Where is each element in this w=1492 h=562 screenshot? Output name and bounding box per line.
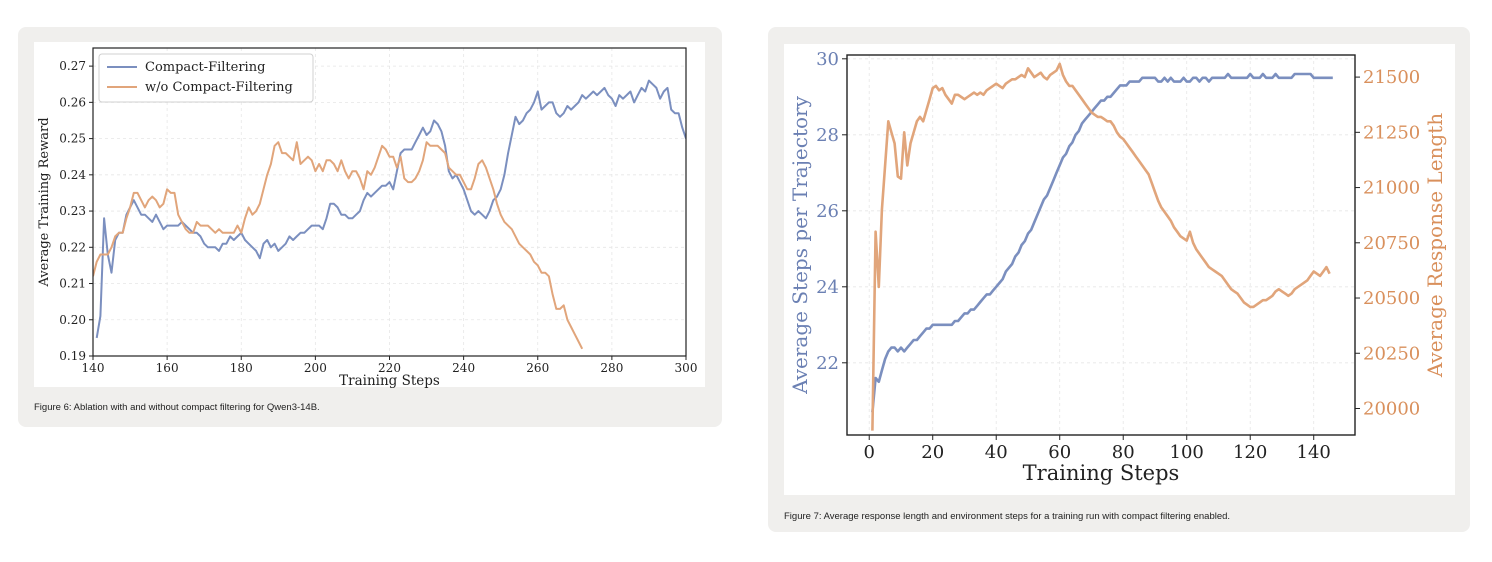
- y-tick-label-right: 20000: [1363, 398, 1420, 419]
- figure-7-plot-area: 0 20 40 60 80 100 120 140 22 24 26 28 30 20000 20250 20…: [784, 44, 1455, 495]
- x-tick-label: 240: [452, 361, 475, 375]
- y-axis-label: Average Training Reward: [37, 117, 52, 287]
- figure-7-card: 0 20 40 60 80 100 120 140 22 24 26 28 30 20000 20250 20…: [768, 27, 1470, 532]
- y-tick-label: 0.22: [59, 240, 86, 254]
- y-tick-label: 0.27: [59, 59, 86, 73]
- y-tick-label-left: 24: [816, 277, 839, 298]
- x-tick-label: 280: [600, 361, 623, 375]
- plot-frame: [846, 54, 1356, 436]
- y-tick-label-left: 28: [816, 125, 839, 146]
- y-tick-label-right: 21500: [1363, 67, 1420, 88]
- response-length-line: [871, 62, 1331, 431]
- legend-label: Compact-Filtering: [145, 60, 265, 75]
- y-tick-label: 0.26: [59, 95, 86, 109]
- y-tick-label-right: 20250: [1363, 343, 1420, 364]
- y-tick-label: 0.24: [59, 168, 86, 182]
- legend: Compact-Filtering w/o Compact-Filtering: [98, 53, 314, 103]
- legend-box: [98, 53, 314, 103]
- x-tick-label: 140: [1297, 442, 1331, 463]
- figure-6-chart: 140 160 180 200 220 240 260 280 300 0.19 0.20 0.21 0…: [37, 47, 698, 389]
- x-tick-label: 20: [921, 442, 944, 463]
- figure-7-caption: Figure 7: Average response length and en…: [784, 511, 1231, 522]
- y-tick-label-right: 20750: [1363, 233, 1420, 254]
- y-axis-label-right: Average Response Length: [1423, 113, 1447, 378]
- y-tick-label: 0.21: [59, 277, 86, 291]
- x-tick-label: 160: [156, 361, 179, 375]
- y-tick-label-left: 26: [816, 201, 839, 222]
- y-axis-label-left: Average Steps per Trajectory: [788, 95, 812, 395]
- series-line-compact-filtering: [95, 79, 686, 339]
- x-tick-label: 120: [1233, 442, 1267, 463]
- x-tick-label: 60: [1048, 442, 1071, 463]
- y-tick-label: 0.23: [59, 204, 86, 218]
- y-tick-label-right: 20500: [1363, 288, 1420, 309]
- x-tick-label: 260: [526, 361, 549, 375]
- y-tick-label-right: 21250: [1363, 122, 1420, 143]
- x-tick-label: 100: [1170, 442, 1204, 463]
- x-tick-label: 300: [675, 361, 698, 375]
- y-tick-label-right: 21000: [1363, 178, 1420, 199]
- y-tick-label: 0.25: [59, 132, 86, 146]
- x-tick-label: 140: [82, 361, 105, 375]
- x-tick-label: 200: [304, 361, 327, 375]
- figure-7-chart: 0 20 40 60 80 100 120 140 22 24 26 28 30 20000 20250 20…: [788, 49, 1447, 485]
- plot-frame: [92, 47, 687, 357]
- x-tick-label: 0: [863, 442, 874, 463]
- figure-6-caption: Figure 6: Ablation with and without comp…: [34, 402, 320, 413]
- x-tick-label: 40: [985, 442, 1008, 463]
- x-tick-label: 180: [230, 361, 253, 375]
- x-tick-label: 220: [378, 361, 401, 375]
- figure-6-card: 140 160 180 200 220 240 260 280 300 0.19 0.20 0.21 0…: [18, 27, 722, 427]
- series-line-without-compact-filtering: [93, 141, 584, 350]
- x-axis-label: Training Steps: [1023, 461, 1180, 485]
- y-tick-label: 0.20: [59, 313, 86, 327]
- x-axis-label: Training Steps: [339, 373, 440, 389]
- y-tick-label-left: 30: [816, 49, 839, 70]
- x-tick-label: 80: [1112, 442, 1135, 463]
- figure-6-plot-area: 140 160 180 200 220 240 260 280 300 0.19 0.20 0.21 0…: [34, 42, 705, 389]
- steps-per-trajectory-line: [871, 72, 1333, 413]
- legend-label: w/o Compact-Filtering: [145, 80, 293, 95]
- y-tick-label-left: 22: [816, 353, 839, 374]
- y-tick-label: 0.19: [59, 349, 86, 363]
